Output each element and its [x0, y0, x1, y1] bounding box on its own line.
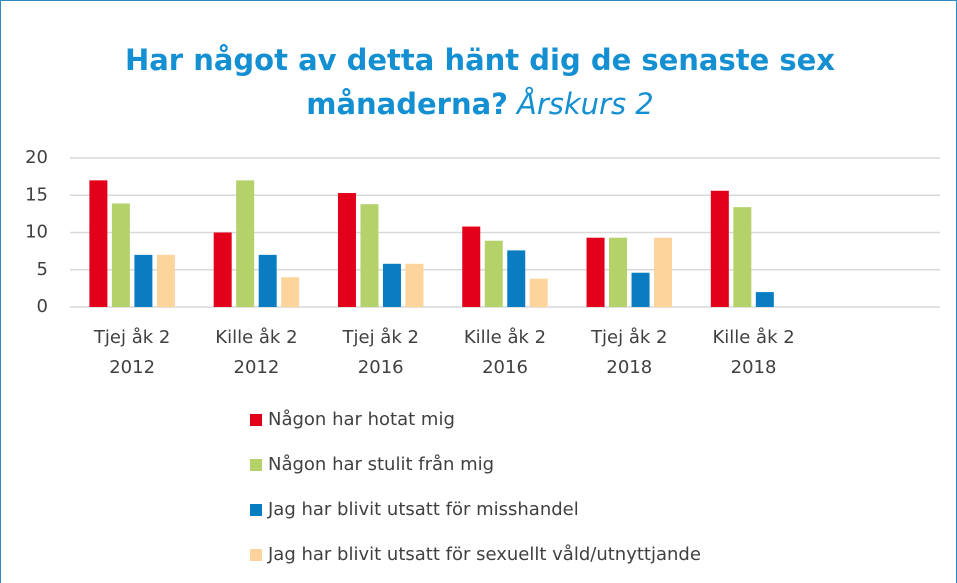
- x-tick-label-line: 2016: [482, 357, 528, 378]
- bar: [382, 263, 401, 307]
- y-tick-label: 15: [25, 184, 48, 205]
- bar: [507, 250, 526, 307]
- bar: [89, 180, 108, 307]
- legend-label: Någon har stulit från mig: [268, 454, 494, 475]
- bar: [258, 254, 277, 307]
- legend-swatch: [250, 549, 262, 561]
- y-tick-label: 0: [37, 296, 48, 317]
- x-tick-label: Tjej åk 2 2012: [93, 327, 170, 378]
- bar: [755, 292, 774, 307]
- x-tick-label-line: 2018: [606, 357, 652, 378]
- x-tick-label-line: Kille åk 2: [215, 327, 297, 348]
- chart-title: månaderna? Årskurs 2: [306, 87, 654, 121]
- legend-swatch: [250, 459, 262, 471]
- x-tick-label: Kille åk 2 2016: [464, 327, 546, 378]
- legend-swatch: [250, 504, 262, 516]
- bar: [281, 277, 300, 307]
- legend-swatch: [250, 414, 262, 426]
- x-tick-label: Tjej åk 2 2016: [342, 327, 419, 378]
- x-tick-label-line: Kille åk 2: [712, 327, 794, 348]
- bar: [111, 203, 130, 307]
- bar: [654, 237, 673, 307]
- bar: [360, 204, 379, 307]
- bar: [484, 240, 503, 307]
- chart-subtitle: Årskurs 2: [515, 87, 654, 121]
- x-tick-label-line: 2016: [358, 357, 404, 378]
- x-tick-label-line: Tjej åk 2: [342, 327, 419, 348]
- bar: [529, 278, 548, 307]
- bar: [609, 237, 628, 307]
- bar: [631, 272, 650, 307]
- chart-title: Har något av detta hänt dig de senaste s…: [125, 43, 835, 77]
- chart-title-line: månaderna?: [306, 87, 508, 121]
- x-tick-label-line: 2012: [109, 357, 155, 378]
- bar: [134, 254, 153, 307]
- x-tick-label: Kille åk 2 2012: [215, 327, 297, 378]
- bar: [213, 232, 232, 307]
- bar: [462, 226, 481, 307]
- legend-label: Någon har hotat mig: [268, 409, 455, 430]
- y-tick-label: 10: [25, 222, 48, 243]
- x-tick-label-line: 2012: [234, 357, 280, 378]
- legend-label: Jag har blivit utsatt för misshandel: [267, 499, 579, 520]
- bar: [236, 180, 255, 307]
- x-tick-label-line: 2018: [731, 357, 777, 378]
- bar: [405, 263, 424, 307]
- x-tick-label-line: Tjej åk 2: [93, 327, 170, 348]
- y-tick-label: 5: [37, 259, 48, 280]
- bar: [337, 193, 356, 307]
- legend-label: Jag har blivit utsatt för sexuellt våld/…: [267, 544, 701, 565]
- bar: [586, 237, 605, 307]
- y-tick-label: 20: [25, 147, 48, 168]
- x-tick-label: Tjej åk 2 2018: [590, 327, 667, 378]
- bar: [710, 190, 729, 307]
- bar: [733, 207, 752, 307]
- x-tick-label: Kille åk 2 2018: [712, 327, 794, 378]
- x-tick-label-line: Tjej åk 2: [590, 327, 667, 348]
- x-tick-label-line: Kille åk 2: [464, 327, 546, 348]
- bar: [156, 254, 175, 307]
